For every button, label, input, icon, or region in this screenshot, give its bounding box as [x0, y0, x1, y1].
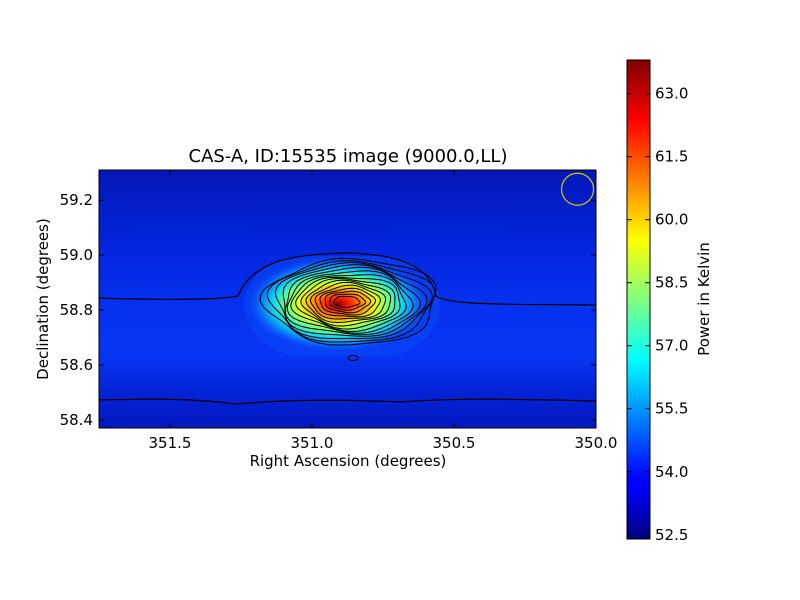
contour-line	[259, 257, 437, 346]
colorbar-tick-label: 54.0	[655, 463, 688, 481]
colorbar-tick-label: 55.5	[655, 400, 688, 418]
x-tick-label: 351.5	[149, 434, 192, 452]
contour-line	[266, 260, 436, 343]
y-tick-label: 58.4	[60, 411, 93, 429]
y-tick-label: 58.6	[60, 356, 93, 374]
contour-line	[305, 279, 392, 324]
colorbar-tick-label: 63.0	[655, 85, 688, 103]
y-tick-label: 59.2	[60, 191, 93, 209]
colorbar-tick-label: 61.5	[655, 148, 688, 166]
colorbar-tick-label: 58.5	[655, 274, 688, 292]
x-axis-label: Right Ascension (degrees)	[250, 452, 447, 470]
chart-title: CAS-A, ID:15535 image (9000.0,LL)	[189, 146, 508, 167]
y-tick-label: 59.0	[60, 246, 93, 264]
colorbar-tick-label: 52.5	[655, 526, 688, 544]
contour-band-upper	[99, 252, 596, 306]
x-tick-label: 350.0	[575, 434, 618, 452]
x-axis-ticks: 351.5 351.0 350.5 350.0	[149, 170, 618, 452]
heatmap-plot-area	[99, 170, 596, 428]
y-axis-label: Declination (degrees)	[34, 218, 52, 380]
plot-frame	[98, 169, 597, 429]
x-tick-label: 350.5	[433, 434, 476, 452]
colorbar-label: Power in Kelvin	[695, 242, 713, 356]
x-tick-label: 351.0	[291, 434, 334, 452]
contour-line	[284, 266, 421, 336]
contour-band-lower	[99, 398, 596, 405]
colorbar-tick-label: 60.0	[655, 211, 688, 229]
contour-line	[324, 290, 372, 314]
contour-small-blob	[347, 355, 359, 361]
contour-line	[286, 270, 414, 334]
contour-line	[319, 287, 376, 316]
contour-line	[290, 274, 407, 333]
contour-line	[329, 293, 366, 311]
y-tick-label: 58.8	[60, 301, 93, 319]
contour-line	[333, 295, 361, 308]
contour-line	[282, 264, 428, 337]
contour-line	[295, 276, 401, 330]
contour-line	[300, 277, 396, 327]
y-axis-ticks: 58.4 58.6 58.8 59.0 59.2	[60, 191, 596, 429]
colorbar	[626, 59, 651, 540]
colorbar-tick-label: 57.0	[655, 337, 688, 355]
colorbar-ticks: 52.5 54.0 55.5 57.0 58.5 60.0 61.5 63.0	[627, 85, 688, 544]
contour-line	[314, 284, 382, 318]
contour-lines	[259, 257, 437, 346]
beam-marker	[560, 172, 595, 206]
contour-line	[274, 261, 433, 339]
contour-line	[309, 281, 387, 320]
